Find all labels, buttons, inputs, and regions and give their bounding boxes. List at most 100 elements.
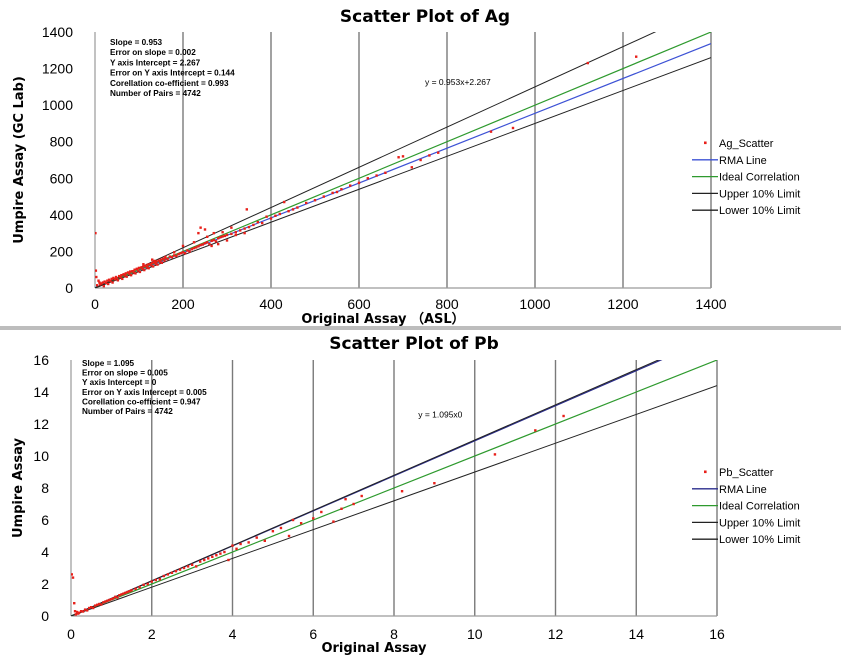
ag-x-tick-label: 800 — [435, 296, 459, 312]
pb-scatter-point — [154, 578, 157, 582]
ag-scatter-point — [175, 254, 178, 258]
pb-scatter-point — [360, 494, 363, 498]
ag-scatter-point — [111, 281, 114, 284]
ag-scatter-point — [107, 282, 110, 286]
pb-scatter-point — [271, 530, 275, 533]
pb-scatter-point — [77, 611, 81, 614]
ag-scatter-point — [243, 231, 246, 235]
ag-scatter-point — [261, 221, 264, 225]
ag-scatter-point — [181, 251, 185, 254]
ag-scatter-point — [234, 233, 237, 237]
pb-chart-title: Scatter Plot of Pb — [329, 334, 499, 354]
pb-scatter-point — [174, 570, 178, 573]
ag-scatter-point — [221, 231, 224, 234]
ag-scatter-point — [95, 269, 98, 272]
pb-x-tick-label: 16 — [709, 626, 725, 642]
ag-scatter-point — [141, 267, 144, 271]
ag-scatter-point — [115, 277, 119, 280]
ag-scatter-point — [489, 130, 493, 133]
ag-scatter-point — [375, 174, 378, 177]
pb-scatter-point — [124, 591, 127, 594]
ag-scatter-point — [112, 276, 115, 280]
pb-scatter-point — [170, 571, 174, 574]
ag-scatter-point — [384, 171, 387, 174]
ag-scatter-point — [121, 277, 124, 281]
pb-scatter-point — [291, 518, 295, 522]
pb-scatter-point — [73, 610, 77, 613]
ag-scatter-chart: 0 200 400 600 800 1000 1200 1400 0 200 400 600 800 10… — [12, 7, 800, 326]
ag-scatter-point — [160, 261, 164, 264]
pb-scatter-point — [104, 600, 107, 603]
ag-scatter-point — [265, 215, 268, 218]
pb-scatter-point — [332, 520, 335, 523]
ag-scatter-point — [357, 181, 361, 185]
ag-plot-area — [95, 32, 711, 288]
ag-scatter-point — [135, 267, 138, 270]
pb-legend-entry: Ideal Correlation — [719, 501, 800, 513]
pb-scatter-point — [130, 589, 133, 592]
ag-scatter-point — [164, 255, 167, 259]
ag-scatter-point — [225, 239, 229, 242]
pb-scatter-point — [493, 453, 497, 456]
ag-scatter-point — [283, 200, 286, 204]
pb-y-tick-label: 14 — [33, 384, 49, 400]
ag-scatter-point — [133, 268, 136, 271]
ag-legend-entry: Upper 10% Limit — [719, 188, 800, 200]
ag-scatter-point — [154, 262, 157, 266]
pb-scatter-point — [100, 603, 103, 606]
ag-scatter-point — [322, 195, 325, 198]
ag-scatter-point — [428, 154, 431, 157]
ag-stat-line: Corellation co-efficient = 0.993 — [110, 79, 229, 88]
pb-scatter-point — [146, 582, 149, 586]
pb-y-axis-label: Umpire Assay — [11, 437, 26, 538]
ag-stat-line: Error on Y axis Intercept = 0.144 — [110, 69, 235, 78]
ag-scatter-point — [142, 263, 145, 266]
ag-scatter-point — [397, 156, 400, 159]
ag-scatter-point — [128, 272, 131, 275]
pb-scatter-point — [199, 560, 202, 563]
ag-scatter-point — [106, 279, 109, 282]
ag-y-tick-label: 800 — [50, 134, 74, 150]
pb-scatter-point — [207, 557, 210, 560]
ag-scatter-point — [100, 282, 103, 285]
ag-scatter-point — [143, 268, 146, 272]
ag-scatter-point — [305, 201, 308, 205]
ag-scatter-point — [252, 223, 255, 227]
pb-regression-equation: y = 1.095x0 — [418, 410, 462, 420]
pb-legend-marker — [704, 470, 707, 474]
ag-stat-line: Y axis Intercept = 2.267 — [110, 58, 201, 67]
ag-y-axis-label: Umpire Assay (GC Lab) — [12, 76, 27, 244]
pb-scatter-point — [108, 598, 111, 602]
ag-scatter-point — [410, 166, 413, 169]
ag-y-tick-label: 1000 — [42, 97, 73, 113]
ag-scatter-point — [103, 280, 106, 283]
ag-regression-equation: y = 0.953x+2.267 — [425, 77, 491, 87]
pb-scatter-point — [116, 596, 119, 599]
pb-plot-area — [71, 360, 717, 616]
ag-scatter-point — [120, 274, 123, 277]
ag-scatter-point — [126, 271, 130, 274]
ag-stat-line: Number of Pairs = 4742 — [110, 89, 201, 98]
ag-scatter-point — [230, 232, 233, 236]
pb-scatter-point — [71, 576, 75, 579]
ag-x-tick-label: 600 — [347, 296, 371, 312]
pb-scatter-point — [340, 507, 343, 510]
pb-scatter-point — [96, 603, 99, 606]
pb-y-tick-label: 12 — [33, 416, 49, 432]
ag-scatter-point — [217, 237, 220, 240]
ag-scatter-point — [150, 264, 153, 267]
ag-scatter-point — [177, 252, 180, 256]
ag-scatter-point — [635, 55, 638, 58]
ag-y-tick-label: 400 — [50, 207, 74, 223]
ag-scatter-point — [122, 273, 125, 276]
ag-scatter-point — [136, 269, 140, 272]
ag-scatter-point — [291, 208, 295, 211]
pb-y-tick-label: 8 — [41, 480, 49, 496]
ag-series-line-3 — [95, 32, 657, 288]
ag-y-tick-label: 1400 — [42, 24, 73, 40]
ag-scatter-point — [155, 260, 158, 263]
ag-scatter-point — [173, 251, 176, 254]
ag-scatter-point — [118, 274, 121, 278]
ag-scatter-point — [113, 278, 116, 281]
pb-scatter-point — [150, 580, 153, 583]
